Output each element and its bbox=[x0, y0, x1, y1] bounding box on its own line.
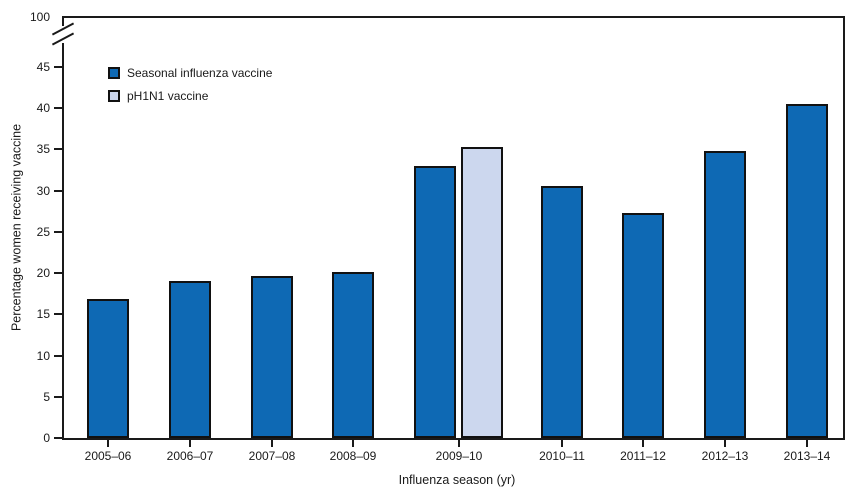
bar-2006-07-seasonal bbox=[169, 281, 211, 438]
y-tick-label: 35 bbox=[36, 142, 50, 157]
y-tick-label: 45 bbox=[36, 59, 50, 74]
y-tick bbox=[54, 148, 63, 151]
y-tick bbox=[54, 107, 63, 109]
x-tick-label: 2013–14 bbox=[783, 449, 831, 463]
x-tick bbox=[271, 440, 273, 447]
y-tick-label: 15 bbox=[36, 307, 50, 322]
x-tick-label: 2010–11 bbox=[539, 449, 585, 463]
bar-2011-12-seasonal bbox=[622, 212, 664, 438]
y-tick-label: 20 bbox=[36, 266, 50, 280]
x-tick-label: 2007–08 bbox=[248, 449, 296, 463]
y-tick-label: 25 bbox=[36, 224, 50, 239]
y-tick-label: 40 bbox=[36, 101, 50, 115]
bar-2007-08-seasonal bbox=[251, 276, 293, 438]
legend-label-seasonal: Seasonal influenza vaccine bbox=[127, 65, 273, 80]
y-tick-label: 30 bbox=[36, 183, 50, 198]
bar-2009-10-ph1n1 bbox=[461, 146, 503, 438]
x-tick bbox=[724, 440, 726, 447]
x-tick-label: 2012–13 bbox=[701, 449, 749, 463]
x-tick bbox=[352, 440, 354, 447]
bar-2013-14-seasonal bbox=[786, 103, 828, 438]
x-tick bbox=[642, 440, 644, 447]
x-tick bbox=[189, 440, 191, 447]
x-tick bbox=[107, 440, 109, 447]
legend-item-seasonal: Seasonal influenza vaccine bbox=[108, 61, 272, 84]
y-tick bbox=[54, 189, 63, 192]
y-tick bbox=[54, 313, 63, 316]
y-tick-label: 10 bbox=[36, 348, 50, 363]
bar-2012-13-seasonal bbox=[704, 150, 746, 438]
y-tick-label: 0 bbox=[43, 431, 50, 445]
x-tick bbox=[806, 440, 808, 447]
y-tick bbox=[54, 437, 63, 439]
x-tick-label: 2008–09 bbox=[329, 449, 377, 463]
legend-swatch-ph1n1 bbox=[108, 89, 120, 102]
legend-item-ph1n1: pH1N1 vaccine bbox=[108, 84, 272, 107]
legend-swatch-seasonal bbox=[108, 66, 120, 79]
legend: Seasonal influenza vaccine pH1N1 vaccine bbox=[108, 61, 272, 107]
x-tick-label: 2009–10 bbox=[435, 449, 483, 463]
y-tick bbox=[54, 230, 63, 233]
y-tick bbox=[54, 354, 63, 357]
bar-2010-11-seasonal bbox=[541, 185, 583, 438]
y-tick bbox=[54, 65, 63, 68]
x-tick bbox=[458, 440, 460, 447]
legend-label-ph1n1: pH1N1 vaccine bbox=[127, 88, 209, 103]
y-tick bbox=[54, 395, 63, 398]
y-tick-label-top: 100 bbox=[29, 10, 50, 24]
x-tick-label: 2006–07 bbox=[166, 449, 214, 463]
bar-2009-10-seasonal bbox=[414, 165, 456, 438]
bar-2005-06-seasonal bbox=[87, 299, 129, 438]
x-axis-title: Influenza season (yr) bbox=[398, 473, 516, 487]
x-tick bbox=[561, 440, 563, 447]
y-tick-label: 5 bbox=[43, 389, 50, 404]
x-tick-label: 2005–06 bbox=[84, 449, 132, 463]
bar-2008-09-seasonal bbox=[332, 272, 374, 438]
y-tick bbox=[54, 272, 63, 274]
x-tick-label: 2011–12 bbox=[620, 449, 666, 463]
